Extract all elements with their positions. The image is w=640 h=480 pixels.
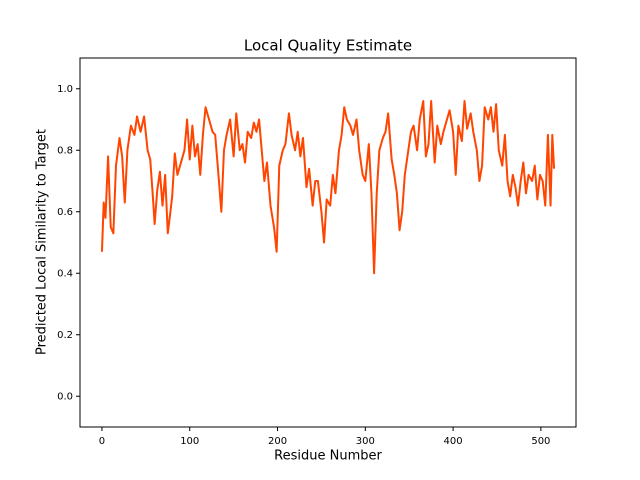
y-axis-label: Predicted Local Similarity to Target xyxy=(35,129,50,355)
y-tick-label: 0.0 xyxy=(57,391,73,402)
y-tick-label: 0.4 xyxy=(57,268,73,279)
data-line xyxy=(100,100,556,275)
x-tick-label: 0 xyxy=(99,436,105,447)
y-tick-label: 0.6 xyxy=(57,207,73,218)
y-tick-label: 0.8 xyxy=(57,145,73,156)
y-tick-label: 1.0 xyxy=(57,84,73,95)
x-tick-label: 300 xyxy=(356,436,375,447)
x-tick-label: 500 xyxy=(531,436,550,447)
chart-title: Local Quality Estimate xyxy=(244,37,412,55)
x-tick-label: 400 xyxy=(444,436,463,447)
x-tick-label: 200 xyxy=(268,436,287,447)
x-axis-label: Residue Number xyxy=(274,449,382,464)
x-tick-label: 100 xyxy=(180,436,199,447)
y-tick-label: 0.2 xyxy=(57,330,73,341)
plot-frame xyxy=(79,57,577,428)
